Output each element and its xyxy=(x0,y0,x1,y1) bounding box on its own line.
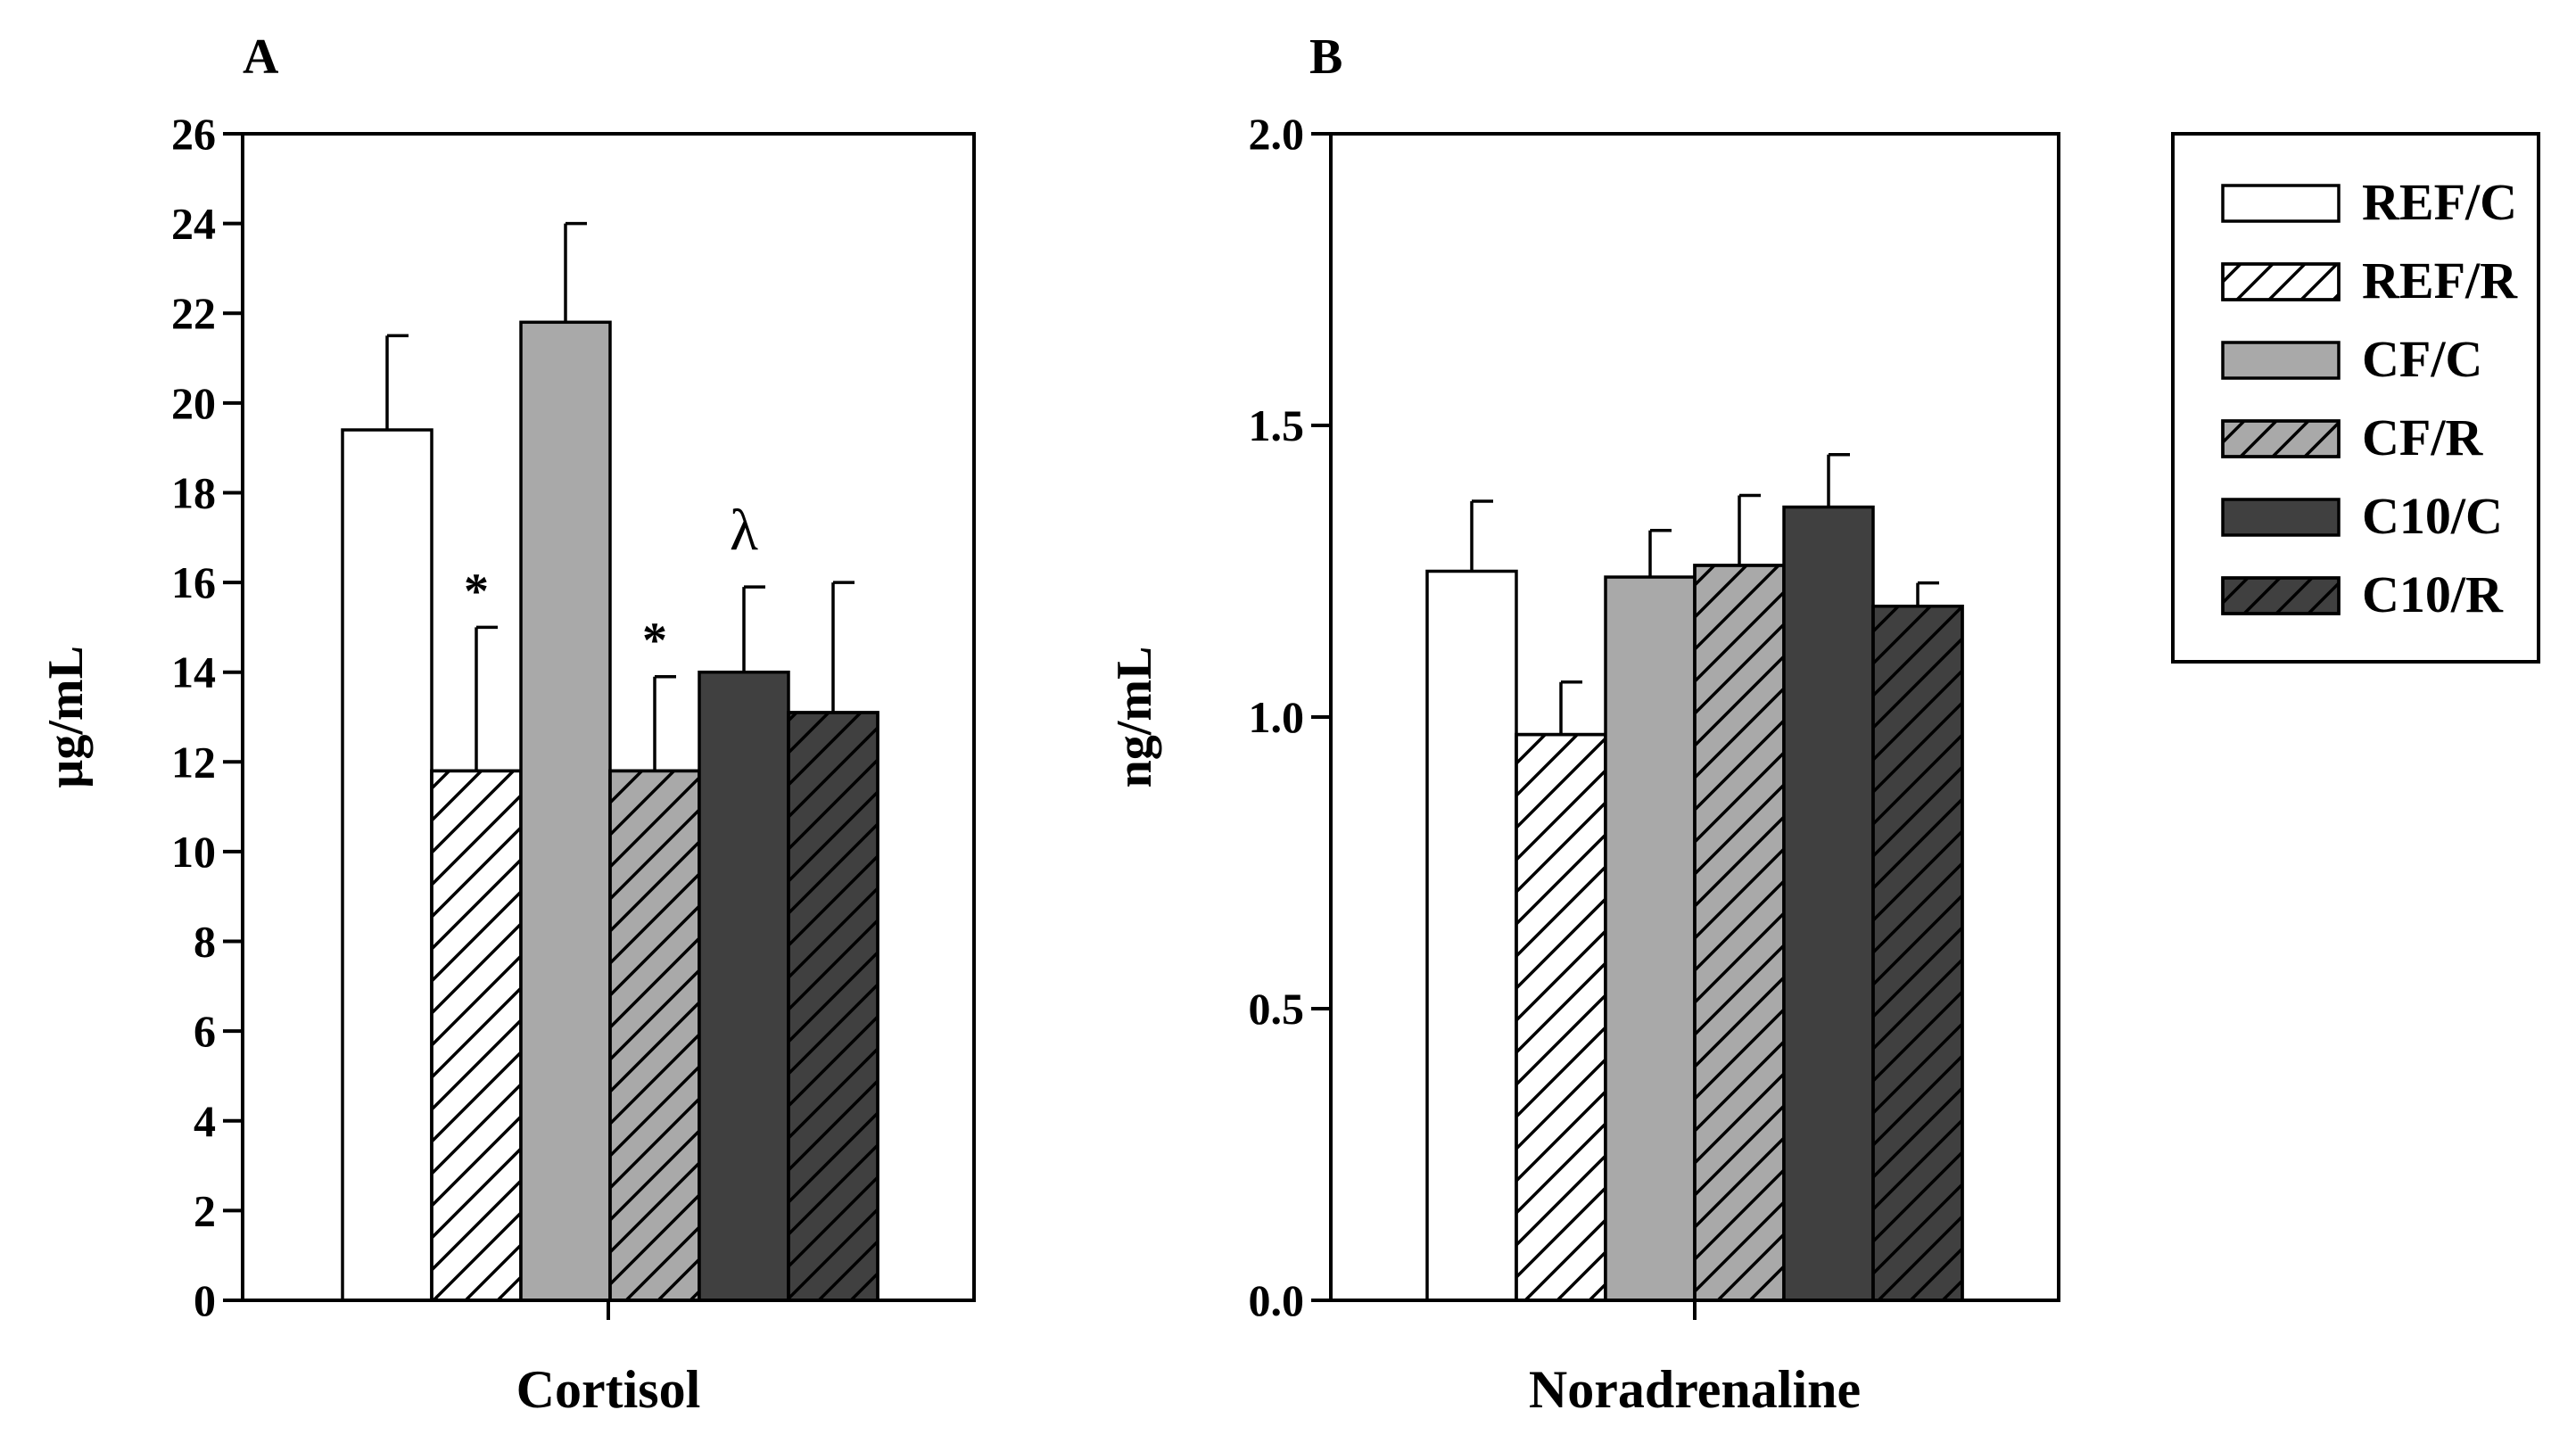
y-tick-label: 6 xyxy=(194,1006,216,1056)
y-tick-label: 1.0 xyxy=(1249,692,1305,742)
bar-cf-c xyxy=(519,320,612,1302)
y-tick-label: 24 xyxy=(171,199,216,249)
bar-cf-c xyxy=(1604,575,1697,1302)
legend-swatch-hatch-c10-r xyxy=(2221,576,2341,615)
panel-b: B 0.0 0.5 1.0 1.5 2.0 ng/mL Noradrenaline xyxy=(1107,29,2060,1419)
panel-b-bars xyxy=(1425,452,1964,1302)
y-tick-label: 20 xyxy=(171,378,216,428)
y-tick-label: 8 xyxy=(194,917,216,967)
legend: REF/C REF/R CF/C CF/R C10/C C10/R xyxy=(2171,132,2540,664)
legend-label-c10-c: C10/C xyxy=(2362,487,2503,545)
legend-swatch-hatch-cf-r xyxy=(2221,419,2341,458)
bar-hatch-c10-r xyxy=(1871,604,1964,1302)
significance-marker-cf-r: * xyxy=(642,614,667,669)
bar-hatch-ref-r xyxy=(430,769,523,1302)
y-tick-label: 4 xyxy=(194,1096,216,1146)
y-tick-label: 1.5 xyxy=(1249,400,1305,450)
legend-label-ref-r: REF/R xyxy=(2362,251,2518,309)
panel-a-bars: * * λ xyxy=(341,221,879,1302)
significance-marker-ref-r: * xyxy=(464,564,489,619)
y-tick-label: 2 xyxy=(194,1185,216,1235)
y-tick-label: 16 xyxy=(171,557,216,607)
legend-swatch-cf-c xyxy=(2221,341,2341,380)
bar-hatch-c10-r xyxy=(787,711,879,1302)
panel-a-label: A xyxy=(243,29,279,85)
y-tick-label: 18 xyxy=(171,467,216,517)
bar-c10-c xyxy=(1782,505,1875,1302)
bar-hatch-ref-r xyxy=(1515,732,1607,1302)
y-tick-label: 10 xyxy=(171,827,216,877)
legend-items: REF/C REF/R CF/C CF/R C10/C C10/R xyxy=(2221,173,2518,623)
bar-c10-c xyxy=(698,670,790,1302)
y-tick-label: 22 xyxy=(171,288,216,338)
panel-b-y-ticks: 0.0 0.5 1.0 1.5 2.0 xyxy=(1249,109,1331,1325)
legend-swatch-ref-c xyxy=(2221,184,2341,223)
bar-ref-c xyxy=(1425,569,1518,1302)
panel-b-y-axis-title: ng/mL xyxy=(1107,647,1162,788)
panel-b-label: B xyxy=(1309,29,1342,85)
legend-swatch-hatch-ref-r xyxy=(2221,262,2341,301)
legend-swatch-c10-c xyxy=(2221,498,2341,537)
y-tick-label: 0.5 xyxy=(1249,984,1305,1034)
y-tick-label: 14 xyxy=(171,647,216,697)
legend-label-cf-r: CF/R xyxy=(2362,408,2483,466)
bar-ref-c xyxy=(341,428,433,1302)
y-tick-label: 2.0 xyxy=(1249,109,1305,159)
legend-label-c10-r: C10/R xyxy=(2362,565,2504,623)
significance-marker-c10-c: λ xyxy=(730,498,758,563)
panel-b-x-category-label: Noradrenaline xyxy=(1529,1360,1861,1419)
y-tick-label: 0.0 xyxy=(1249,1275,1305,1325)
bar-hatch-cf-r xyxy=(608,769,701,1302)
y-tick-label: 12 xyxy=(171,737,216,787)
y-tick-label: 0 xyxy=(194,1275,216,1325)
legend-label-cf-c: CF/C xyxy=(2362,330,2482,388)
bar-hatch-cf-r xyxy=(1693,564,1786,1302)
panel-a-y-axis-title: µg/mL xyxy=(38,646,94,788)
y-tick-label: 26 xyxy=(171,109,216,159)
legend-label-ref-c: REF/C xyxy=(2362,173,2517,231)
panel-a-x-category-label: Cortisol xyxy=(516,1360,701,1419)
